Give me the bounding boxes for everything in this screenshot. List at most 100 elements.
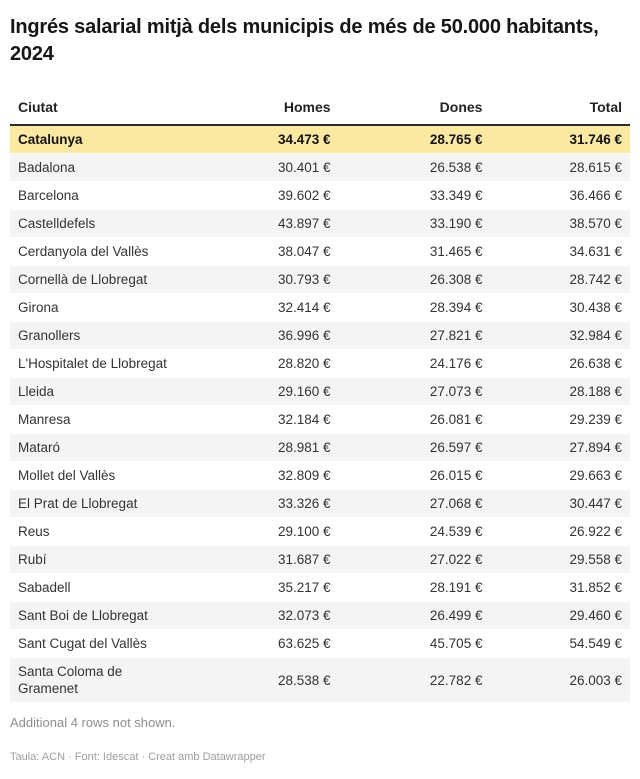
dones-cell: 27.022 €	[338, 545, 491, 574]
dones-cell: 27.821 €	[338, 321, 491, 350]
table-row: Castelldefels 43.897 €33.190 €38.570 €	[10, 209, 630, 238]
dones-cell: 28.191 €	[338, 573, 491, 602]
city-cell: Reus	[10, 517, 178, 546]
city-cell: Sabadell	[10, 573, 178, 602]
total-cell: 29.663 €	[490, 461, 630, 490]
col-header-total: Total	[490, 94, 630, 126]
col-header-dones: Dones	[338, 94, 491, 126]
city-cell: Mataró	[10, 433, 178, 462]
total-cell: 36.466 €	[490, 181, 630, 210]
table-row: Badalona 30.401 €26.538 €28.615 €	[10, 153, 630, 182]
total-cell: 26.922 €	[490, 517, 630, 546]
dones-cell: 45.705 €	[338, 629, 491, 658]
col-header-homes: Homes	[177, 94, 339, 126]
homes-cell: 32.414 €	[177, 293, 339, 322]
table-row: L'Hospitalet de Llobregat 28.820 €24.176 …	[10, 349, 630, 378]
homes-cell: 43.897 €	[177, 209, 339, 238]
city-cell: Barcelona	[10, 181, 178, 210]
city-cell: Santa Coloma de Gramenet	[10, 657, 178, 703]
homes-cell: 35.217 €	[177, 573, 339, 602]
table-row: Lleida 29.160 €27.073 €28.188 €	[10, 377, 630, 406]
dones-cell: 26.081 €	[338, 405, 491, 434]
dones-cell: 28.394 €	[338, 293, 491, 322]
table-row: Santa Coloma de Gramenet 28.538 €22.782 €…	[10, 657, 630, 703]
city-cell: Badalona	[10, 153, 178, 182]
dones-cell: 33.190 €	[338, 209, 491, 238]
table-row: Mataró 28.981 €26.597 €27.894 €	[10, 433, 630, 462]
dones-cell: 26.015 €	[338, 461, 491, 490]
table-row: Granollers 36.996 €27.821 €32.984 €	[10, 321, 630, 350]
total-cell: 29.460 €	[490, 601, 630, 630]
dones-cell: 26.538 €	[338, 153, 491, 182]
dones-cell: 26.597 €	[338, 433, 491, 462]
dones-cell: 33.349 €	[338, 181, 491, 210]
total-cell: 29.558 €	[490, 545, 630, 574]
homes-cell: 28.981 €	[177, 433, 339, 462]
city-cell: Sant Cugat del Vallès	[10, 629, 178, 658]
total-cell: 31.852 €	[490, 573, 630, 602]
table-row: Catalunya 34.473 €28.765 €31.746 €	[10, 125, 630, 154]
homes-cell: 29.100 €	[177, 517, 339, 546]
total-cell: 29.239 €	[490, 405, 630, 434]
city-cell: Girona	[10, 293, 178, 322]
dones-cell: 26.308 €	[338, 265, 491, 294]
total-cell: 28.615 €	[490, 153, 630, 182]
homes-cell: 32.809 €	[177, 461, 339, 490]
dones-cell: 26.499 €	[338, 601, 491, 630]
city-cell: Catalunya	[10, 125, 178, 154]
total-cell: 28.188 €	[490, 377, 630, 406]
city-cell: Cornellà de Llobregat	[10, 265, 178, 294]
city-cell: Sant Boi de Llobregat	[10, 601, 178, 630]
homes-cell: 38.047 €	[177, 237, 339, 266]
city-cell: Manresa	[10, 405, 178, 434]
homes-cell: 32.073 €	[177, 601, 339, 630]
homes-cell: 29.160 €	[177, 377, 339, 406]
table-row: Reus 29.100 €24.539 €26.922 €	[10, 517, 630, 546]
homes-cell: 32.184 €	[177, 405, 339, 434]
total-cell: 26.003 €	[490, 657, 630, 703]
header-row: Ciutat Homes Dones Total	[10, 94, 630, 126]
total-cell: 28.742 €	[490, 265, 630, 294]
total-cell: 27.894 €	[490, 433, 630, 462]
city-cell: El Prat de Llobregat	[10, 489, 178, 518]
homes-cell: 39.602 €	[177, 181, 339, 210]
homes-cell: 30.401 €	[177, 153, 339, 182]
dones-cell: 24.539 €	[338, 517, 491, 546]
homes-cell: 31.687 €	[177, 545, 339, 574]
city-cell: Lleida	[10, 377, 178, 406]
table-row: El Prat de Llobregat 33.326 €27.068 €30.4…	[10, 489, 630, 518]
table-row: Sant Boi de Llobregat 32.073 €26.499 €29.…	[10, 601, 630, 630]
dones-cell: 31.465 €	[338, 237, 491, 266]
table-row: Girona 32.414 €28.394 €30.438 €	[10, 293, 630, 322]
total-cell: 26.638 €	[490, 349, 630, 378]
table-body: Catalunya 34.473 €28.765 €31.746 € Badalon…	[10, 125, 630, 703]
total-cell: 34.631 €	[490, 237, 630, 266]
table-row: Manresa 32.184 €26.081 €29.239 €	[10, 405, 630, 434]
city-cell: Granollers	[10, 321, 178, 350]
table-row: Mollet del Vallès 32.809 €26.015 €29.663 …	[10, 461, 630, 490]
city-cell: L'Hospitalet de Llobregat	[10, 349, 178, 378]
total-cell: 31.746 €	[490, 125, 630, 154]
homes-cell: 36.996 €	[177, 321, 339, 350]
homes-cell: 63.625 €	[177, 629, 339, 658]
table-row: Rubí 31.687 €27.022 €29.558 €	[10, 545, 630, 574]
homes-cell: 28.538 €	[177, 657, 339, 703]
col-header-ciutat: Ciutat	[10, 94, 178, 126]
table-row: Cornellà de Llobregat 30.793 €26.308 €28.…	[10, 265, 630, 294]
homes-cell: 34.473 €	[177, 125, 339, 154]
total-cell: 30.438 €	[490, 293, 630, 322]
total-cell: 30.447 €	[490, 489, 630, 518]
table-row: Cerdanyola del Vallès 38.047 €31.465 €34.…	[10, 237, 630, 266]
homes-cell: 33.326 €	[177, 489, 339, 518]
city-cell: Rubí	[10, 545, 178, 574]
salary-table: Ciutat Homes Dones Total Catalunya 34.473…	[10, 94, 630, 703]
table-row: Sant Cugat del Vallès 63.625 €45.705 €54.…	[10, 629, 630, 658]
dones-cell: 28.765 €	[338, 125, 491, 154]
dones-cell: 27.073 €	[338, 377, 491, 406]
total-cell: 38.570 €	[490, 209, 630, 238]
city-cell: Mollet del Vallès	[10, 461, 178, 490]
city-cell: Cerdanyola del Vallès	[10, 237, 178, 266]
total-cell: 54.549 €	[490, 629, 630, 658]
table-row: Barcelona 39.602 €33.349 €36.466 €	[10, 181, 630, 210]
